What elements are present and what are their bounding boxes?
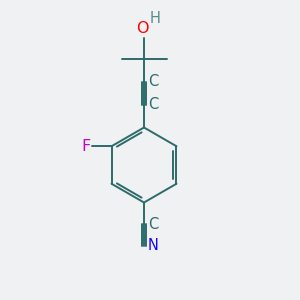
Text: N: N — [148, 238, 159, 253]
Text: C: C — [148, 97, 158, 112]
Text: O: O — [136, 21, 149, 36]
Text: F: F — [81, 139, 90, 154]
Text: C: C — [148, 74, 158, 89]
Text: H: H — [150, 11, 161, 26]
Text: C: C — [148, 217, 158, 232]
